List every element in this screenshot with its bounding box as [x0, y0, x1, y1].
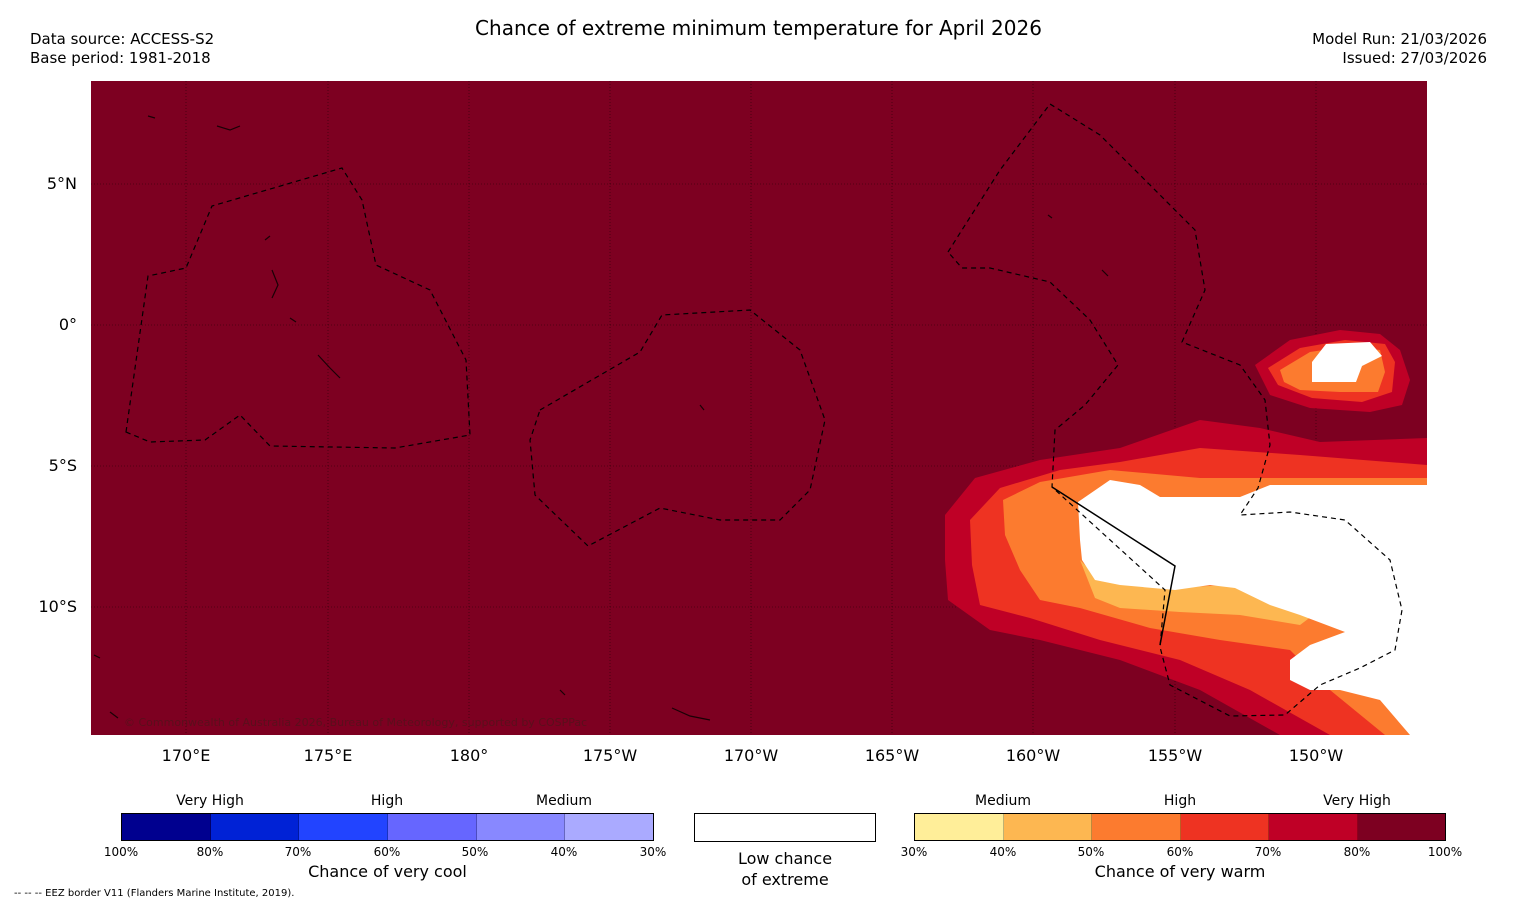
eez-footnote: -- -- -- EEZ border V11 (Flanders Marine… [14, 888, 295, 899]
warm-tick-30: 30% [900, 845, 928, 859]
eez-border-west [125, 167, 471, 449]
cool-colorbar [121, 813, 654, 841]
cool-swatch-1 [122, 814, 211, 840]
contour-low-chance-northeast [1312, 342, 1382, 382]
warm-swatch-3 [1092, 814, 1181, 840]
warm-tick-70: 70% [1254, 845, 1282, 859]
run-info: Model Run: 21/03/2026 Issued: 27/03/2026 [1312, 30, 1487, 68]
copyright-credit: © Commonwealth of Australia 2026, Bureau… [124, 716, 588, 729]
eez-border-central [529, 309, 826, 547]
lon-label-175w: 175°W [582, 746, 638, 765]
data-info: Data source: ACCESS-S2 Base period: 1981… [30, 30, 214, 68]
lat-label-0: 0° [58, 315, 77, 334]
warm-tick-80: 80% [1343, 845, 1371, 859]
warm-swatch-1 [915, 814, 1004, 840]
low-chance-line1: Low chance [737, 849, 833, 868]
lon-label-155w: 155°W [1147, 746, 1203, 765]
warm-tick-100: 100% [1427, 845, 1463, 859]
cool-tick-50: 50% [461, 845, 489, 859]
low-chance-swatch [694, 813, 876, 842]
gridlines [91, 81, 1427, 735]
eez-border-northeast [947, 103, 1403, 717]
cool-swatch-4 [388, 814, 477, 840]
contour-low-chance-southeast [1078, 480, 1427, 735]
eez-borders [125, 103, 1403, 717]
cool-heading-very-high: Very High [176, 793, 244, 809]
model-run: Model Run: 21/03/2026 [1312, 30, 1487, 48]
lon-label-160w: 160°W [1005, 746, 1061, 765]
cool-tick-30: 30% [639, 845, 667, 859]
lat-label-5n: 5°N [46, 174, 77, 193]
lat-label-10s: 10°S [38, 597, 77, 616]
lon-label-165w: 165°W [864, 746, 920, 765]
issued-date: Issued: 27/03/2026 [1342, 49, 1487, 67]
cool-tick-100: 100% [103, 845, 139, 859]
lon-label-170e: 170°E [161, 746, 211, 765]
islands [93, 115, 1109, 721]
cool-legend-title: Chance of very cool [308, 862, 467, 881]
lon-label-180: 180° [449, 746, 489, 765]
low-chance-label: Low chance of extreme [694, 848, 876, 890]
low-chance-line2: of extreme [741, 870, 829, 889]
warm-tick-60: 60% [1166, 845, 1194, 859]
warm-heading-high: High [1163, 793, 1197, 809]
warm-heading-very-high: Very High [1323, 793, 1391, 809]
cool-heading-medium: Medium [536, 793, 592, 809]
eez-border-solid [1051, 486, 1176, 646]
warm-tick-40: 40% [989, 845, 1017, 859]
cool-swatch-6 [565, 814, 654, 840]
warm-swatch-2 [1003, 814, 1092, 840]
cool-tick-60: 60% [373, 845, 401, 859]
base-period: Base period: 1981-2018 [30, 49, 211, 67]
warm-heading-medium: Medium [975, 793, 1031, 809]
cool-swatch-2 [210, 814, 300, 840]
cool-tick-40: 40% [550, 845, 578, 859]
data-source: Data source: ACCESS-S2 [30, 30, 215, 48]
warm-colorbar [914, 813, 1446, 841]
cool-heading-high: High [370, 793, 404, 809]
warm-tick-50: 50% [1077, 845, 1105, 859]
warm-swatch-6 [1357, 814, 1445, 840]
cool-swatch-5 [476, 814, 566, 840]
lon-label-175e: 175°E [303, 746, 353, 765]
lon-label-170w: 170°W [723, 746, 779, 765]
cool-tick-70: 70% [284, 845, 312, 859]
warm-legend-title: Chance of very warm [1094, 862, 1266, 881]
cool-tick-80: 80% [196, 845, 224, 859]
warm-swatch-4 [1180, 814, 1269, 840]
lat-label-5s: 5°S [48, 456, 77, 475]
warm-swatch-5 [1269, 814, 1358, 840]
lon-label-150w: 150°W [1288, 746, 1344, 765]
cool-swatch-3 [299, 814, 389, 840]
map-title: Chance of extreme minimum temperature fo… [475, 16, 1042, 40]
contour-40pct-southeast [1080, 560, 1320, 625]
